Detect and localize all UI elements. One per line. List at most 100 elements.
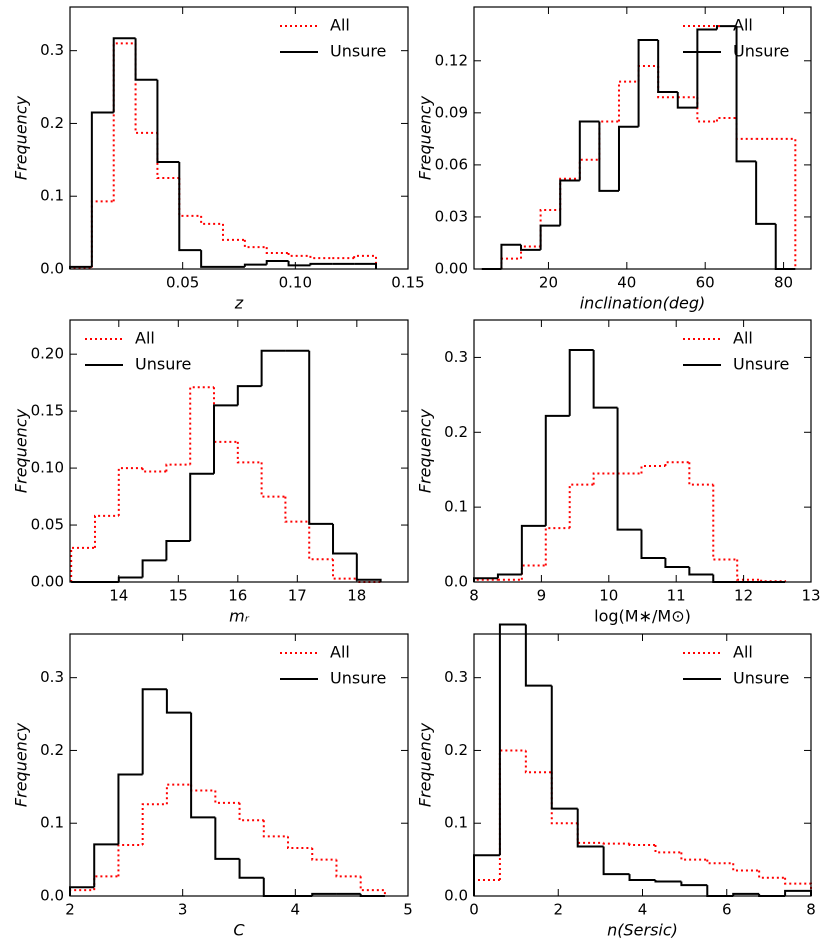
histogram-step — [190, 784, 216, 792]
x-axis-label: inclination(deg) — [580, 294, 706, 313]
histogram-step — [332, 523, 357, 555]
histogram-step — [359, 876, 386, 896]
x-tick-label: 2 — [65, 901, 75, 919]
histogram-step — [287, 260, 311, 267]
legend-label: Unsure — [330, 42, 386, 61]
histogram-step — [213, 404, 238, 474]
histogram-step — [559, 179, 580, 226]
histogram-step — [664, 558, 690, 569]
histogram-step — [576, 823, 604, 844]
legend-label: Unsure — [135, 355, 191, 374]
histogram-step — [243, 263, 267, 267]
y-tick-label: 0.2 — [40, 741, 64, 759]
y-tick-label: 0.03 — [435, 207, 468, 225]
y-tick-label: 0.0 — [444, 887, 468, 905]
legend-label: All — [330, 643, 350, 662]
histogram-step — [265, 259, 289, 265]
histogram-step — [592, 472, 618, 485]
y-tick-label: 0.3 — [40, 668, 64, 686]
histogram-step — [736, 559, 762, 581]
histogram-step — [654, 879, 682, 883]
histogram-step — [287, 836, 313, 849]
histogram-step — [134, 38, 158, 81]
histogram-step — [238, 802, 264, 822]
histogram-step — [311, 847, 337, 861]
y-tick-label: 0.00 — [31, 573, 64, 591]
histogram-step — [117, 467, 143, 516]
histogram-step — [715, 117, 737, 122]
y-tick-label: 0.3 — [444, 668, 468, 686]
y-tick-label: 0.0 — [40, 887, 64, 905]
histogram-step — [189, 386, 215, 465]
legend-label: All — [330, 16, 350, 35]
panel: 0.05 0.10 0.15 0.0 0.1 0.2 0.3 z Frequency All Uns… — [12, 6, 425, 313]
histogram-step — [214, 817, 240, 860]
x-tick-label: 12 — [734, 587, 753, 605]
y-tick-label: 0.0 — [444, 573, 468, 591]
x-axis-label: n(Sersic) — [607, 921, 678, 940]
histogram-step — [311, 892, 337, 896]
panel: 2 3 4 5 0.0 0.1 0.2 0.3 C Frequency All Unsure — [12, 633, 413, 940]
x-axis-label: z — [234, 294, 244, 313]
y-tick-label: 0.2 — [444, 741, 468, 759]
histogram-step — [640, 529, 666, 560]
x-tick-label: 16 — [228, 587, 247, 605]
histogram-step — [544, 414, 570, 526]
histogram-step — [706, 859, 734, 865]
histogram-step — [602, 846, 630, 876]
histogram-step — [688, 567, 714, 576]
histogram-step — [712, 484, 738, 561]
x-tick-label: 8 — [806, 901, 816, 919]
histogram-step — [657, 39, 678, 94]
histogram-step — [696, 28, 717, 108]
histogram-step — [617, 125, 639, 191]
histogram-step — [617, 80, 639, 122]
y-axis-label: Frequency — [416, 722, 435, 807]
y-tick-label: 0.1 — [40, 814, 64, 832]
legend-label: All — [135, 329, 155, 348]
y-tick-label: 0.1 — [444, 498, 468, 516]
histogram-step — [93, 514, 119, 548]
x-tick-label: 17 — [288, 587, 307, 605]
histogram-step — [90, 200, 114, 268]
y-tick-label: 0.2 — [40, 114, 64, 132]
legend-label: All — [733, 16, 753, 35]
y-tick-label: 0.09 — [435, 103, 468, 121]
y-tick-label: 0.06 — [435, 155, 468, 173]
histogram-step — [69, 889, 95, 896]
histogram-step — [473, 878, 500, 896]
y-tick-label: 0.0 — [40, 260, 64, 278]
histogram-step — [654, 845, 682, 854]
histogram-step — [353, 254, 378, 269]
panel: 20 40 60 80 0.00 0.03 0.06 0.09 0.12 inclination(… — [416, 6, 812, 313]
histogram-step — [355, 553, 382, 582]
histogram-step — [774, 223, 796, 270]
histogram-step — [676, 92, 698, 109]
x-axis-label: mᵣ — [229, 607, 250, 626]
histogram-step — [165, 539, 191, 561]
histogram-step — [262, 820, 289, 838]
y-tick-label: 0.15 — [31, 402, 64, 420]
histogram-step — [141, 688, 167, 775]
legend-label: Unsure — [733, 42, 789, 61]
x-tick-label: 5 — [403, 901, 413, 919]
histogram-step — [236, 441, 262, 464]
histogram-step — [598, 121, 619, 192]
panel: 8 9 10 11 12 13 0.0 0.1 0.2 0.3 log(M∗/M⊙) Frequenc… — [416, 319, 821, 626]
y-tick-label: 0.1 — [40, 187, 64, 205]
histogram-step — [775, 137, 797, 269]
histogram-step — [732, 863, 760, 872]
histogram-step — [680, 881, 708, 887]
histogram-step — [335, 859, 361, 878]
x-tick-label: 13 — [801, 587, 820, 605]
histogram-step — [578, 120, 600, 181]
histogram-step — [117, 576, 143, 582]
histogram-step — [93, 875, 119, 891]
y-axis-label: Frequency — [416, 408, 435, 493]
histogram-step — [496, 573, 522, 579]
histogram-step — [260, 462, 286, 498]
x-axis-label: log(M∗/M⊙) — [594, 607, 691, 626]
histogram-step — [524, 750, 552, 774]
histogram-step — [90, 111, 114, 267]
